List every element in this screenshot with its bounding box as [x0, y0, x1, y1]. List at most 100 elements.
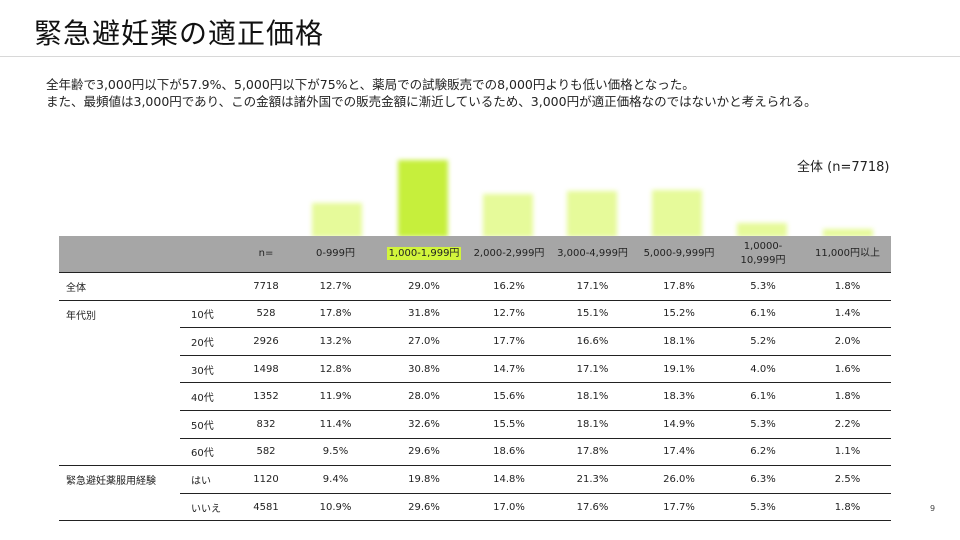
- description-line-1: 全年齢で3,000円以下が57.9%、5,000円以下が75%と、薬局での試験販…: [46, 77, 695, 92]
- row-value: 17.7%: [469, 327, 549, 356]
- row-value: 29.6%: [379, 493, 469, 522]
- row-value: 18.6%: [469, 438, 549, 467]
- table-row: 年代別 10代 528 17.8% 31.8% 12.7% 15.1% 15.2% 6.1% 1.…: [59, 300, 891, 329]
- table-header-cell: 1,0000- 10,999円: [722, 236, 804, 273]
- row-value: 9.5%: [292, 438, 379, 467]
- description-line-2: また、最頻値は3,000円であり、この金額は諸外国での販売金額に漸近しているため…: [46, 94, 817, 109]
- row-value: 16.2%: [469, 272, 549, 301]
- row-group-label: [59, 410, 180, 438]
- row-value: 17.8%: [292, 300, 379, 329]
- row-value: 12.7%: [469, 300, 549, 329]
- row-n: 582: [240, 438, 292, 467]
- table-header-row: n= 0-999円 1,000-1,999円 2,000-2,999円 3,000-4,…: [59, 236, 891, 273]
- row-value: 29.0%: [379, 272, 469, 301]
- chart-bar: [737, 222, 787, 237]
- row-sub-label: 40代: [180, 382, 240, 411]
- row-value: 19.1%: [636, 355, 722, 384]
- row-group-label: [59, 438, 180, 467]
- price-table: n= 0-999円 1,000-1,999円 2,000-2,999円 3,000-4,…: [59, 236, 891, 522]
- chart-bar: [483, 193, 533, 237]
- row-value: 15.2%: [636, 300, 722, 329]
- row-value: 15.1%: [549, 300, 636, 329]
- row-value: 17.7%: [636, 493, 722, 522]
- table-header-cell: 3,000-4,999円: [549, 236, 636, 273]
- row-value: 9.4%: [292, 465, 379, 494]
- table-row: 緊急避妊薬服用経験 はい 1120 9.4% 19.8% 14.8% 21.3% 26.0% 6…: [59, 465, 891, 494]
- row-value: 18.1%: [636, 327, 722, 356]
- row-value: 5.3%: [722, 410, 804, 439]
- row-value: 28.0%: [379, 382, 469, 411]
- chart-bar: [398, 159, 448, 237]
- row-group-label: [59, 355, 180, 383]
- row-group-label: [59, 383, 180, 411]
- row-value: 11.4%: [292, 410, 379, 439]
- row-value: 6.1%: [722, 382, 804, 411]
- row-value: 15.5%: [469, 410, 549, 439]
- row-value: 32.6%: [379, 410, 469, 439]
- chart-label: 全体 (n=7718): [797, 160, 890, 175]
- row-value: 13.2%: [292, 327, 379, 356]
- row-value: 17.8%: [549, 438, 636, 467]
- row-value: 17.6%: [549, 493, 636, 522]
- row-value: 1.1%: [804, 438, 891, 467]
- highlighted-header-label: 1,000-1,999円: [386, 247, 462, 260]
- row-value: 31.8%: [379, 300, 469, 329]
- row-value: 14.8%: [469, 465, 549, 494]
- table-row: 30代 1498 12.8% 30.8% 14.7% 17.1% 19.1% 4.0% 1.6%: [59, 355, 891, 384]
- table-row: 20代 2926 13.2% 27.0% 17.7% 16.6% 18.1% 5.2% 2.0%: [59, 327, 891, 356]
- row-value: 2.2%: [804, 410, 891, 439]
- row-value: 16.6%: [549, 327, 636, 356]
- row-value: 6.1%: [722, 300, 804, 329]
- row-value: 2.5%: [804, 465, 891, 494]
- row-value: 2.0%: [804, 327, 891, 356]
- row-value: 1.8%: [804, 493, 891, 522]
- row-value: 1.4%: [804, 300, 891, 329]
- page-title: 緊急避妊薬の適正価格: [34, 17, 325, 50]
- description: 全年齢で3,000円以下が57.9%、5,000円以下が75%と、薬局での試験販…: [46, 76, 926, 110]
- row-value: 5.3%: [722, 493, 804, 522]
- table-header-cell: 0-999円: [292, 236, 379, 273]
- row-n: 1352: [240, 382, 292, 411]
- table-header-cell: [59, 236, 180, 273]
- row-n: 1120: [240, 465, 292, 494]
- table-row: 40代 1352 11.9% 28.0% 15.6% 18.1% 18.3% 6.1% 1.8%: [59, 382, 891, 411]
- table-header-cell: [180, 236, 240, 273]
- row-value: 5.2%: [722, 327, 804, 356]
- row-sub-label: いいえ: [180, 493, 240, 522]
- table-header-cell: n=: [240, 236, 292, 273]
- row-n: 7718: [240, 272, 292, 301]
- row-sub-label: 60代: [180, 438, 240, 467]
- row-value: 14.7%: [469, 355, 549, 384]
- row-value: 15.6%: [469, 382, 549, 411]
- table-row: いいえ 4581 10.9% 29.6% 17.0% 17.6% 17.7% 5.3% 1.8%: [59, 493, 891, 522]
- row-value: 17.1%: [549, 355, 636, 384]
- row-value: 18.1%: [549, 410, 636, 439]
- row-value: 6.3%: [722, 465, 804, 494]
- row-value: 12.8%: [292, 355, 379, 384]
- row-group-label: [59, 493, 180, 522]
- row-value: 1.6%: [804, 355, 891, 384]
- table-header-cell: 1,000-1,999円: [379, 236, 469, 273]
- row-sub-label: 50代: [180, 410, 240, 439]
- row-value: 19.8%: [379, 465, 469, 494]
- row-n: 832: [240, 410, 292, 439]
- row-value: 17.1%: [549, 272, 636, 301]
- row-group-label: 全体: [59, 272, 180, 301]
- row-group-label: 年代別: [66, 310, 96, 322]
- row-sub-label: [180, 272, 240, 301]
- row-value: 10.9%: [292, 493, 379, 522]
- row-sub-label: 30代: [180, 355, 240, 384]
- row-n: 1498: [240, 355, 292, 384]
- page-number: 9: [930, 504, 936, 513]
- row-value: 17.4%: [636, 438, 722, 467]
- title-divider: [0, 56, 960, 57]
- row-value: 11.9%: [292, 382, 379, 411]
- row-value: 26.0%: [636, 465, 722, 494]
- row-value: 17.0%: [469, 493, 549, 522]
- chart-bar: [312, 203, 362, 237]
- row-sub-label: はい: [180, 465, 240, 494]
- row-value: 1.8%: [804, 382, 891, 411]
- row-group-label: 緊急避妊薬服用経験: [66, 476, 156, 488]
- table-row: 60代 582 9.5% 29.6% 18.6% 17.8% 17.4% 6.2% 1.1%: [59, 438, 891, 467]
- row-value: 30.8%: [379, 355, 469, 384]
